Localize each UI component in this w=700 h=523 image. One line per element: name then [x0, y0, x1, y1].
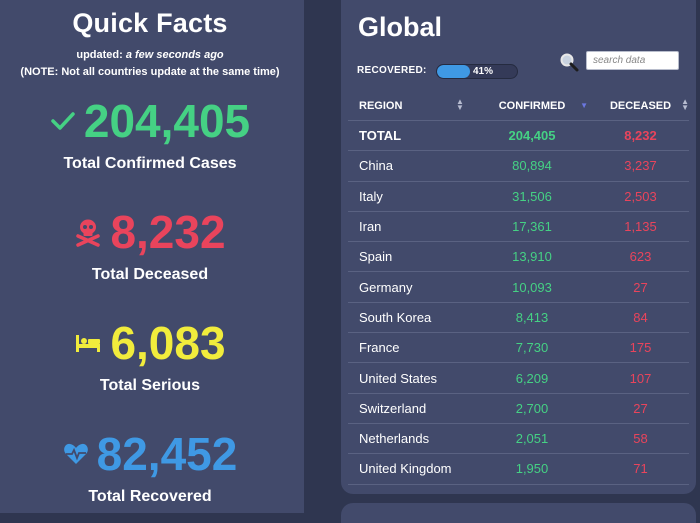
deceased-label: Total Deceased	[91, 266, 209, 283]
confirmed-label: Total Confirmed Cases	[63, 155, 237, 172]
column-header-deceased[interactable]: DECEASED ▲ ▼	[592, 92, 689, 121]
deceased-cell: 71	[592, 453, 689, 485]
region-cell: Switzerland	[348, 393, 472, 424]
region-cell: United States	[348, 362, 472, 394]
quick-facts-title: Quick Facts	[72, 8, 228, 38]
confirmed-cell: 17,361	[472, 211, 592, 243]
search-icon[interactable]	[559, 52, 579, 77]
column-header-confirmed-label: CONFIRMED	[498, 100, 566, 112]
region-cell: Iran	[348, 211, 472, 243]
serious-label: Total Serious	[99, 377, 201, 394]
deceased-cell: 3,237	[592, 150, 689, 182]
deceased-cell: 623	[592, 241, 689, 273]
panel-divider	[304, 0, 340, 513]
region-cell: Spain	[348, 241, 472, 273]
global-card: Global RECOVERED: 41% REGION ▲▼ CONFIRME…	[341, 0, 696, 494]
quick-facts-panel: Quick Facts updated: a few seconds ago (…	[0, 0, 304, 513]
deceased-count: 8,232	[110, 206, 226, 258]
confirmed-count: 204,405	[83, 95, 251, 147]
recovered-progress-label: RECOVERED:	[357, 65, 427, 76]
deceased-cell: 2,503	[592, 181, 689, 212]
table-row[interactable]: Netherlands 2,051 58	[348, 423, 689, 455]
column-header-confirmed[interactable]: CONFIRMED ▼	[472, 92, 592, 121]
stat-recovered: 82,452 Total Recovered	[0, 431, 300, 506]
region-cell: TOTAL	[348, 120, 472, 152]
deceased-cell: 1,135	[592, 211, 689, 243]
region-cell: France	[348, 332, 472, 364]
table-row[interactable]: South Korea 8,413 84	[348, 302, 689, 334]
region-cell: China	[348, 150, 472, 182]
table-row[interactable]: Spain 13,910 623	[348, 241, 689, 273]
confirmed-cell: 13,910	[472, 241, 592, 273]
deceased-cell: 175	[592, 332, 689, 364]
next-card-edge	[341, 503, 696, 523]
deceased-cell: 107	[592, 362, 689, 394]
column-header-region-label: REGION	[359, 100, 403, 112]
skull-crossbones-icon	[74, 217, 102, 247]
search-input[interactable]	[586, 51, 679, 70]
table-row[interactable]: Germany 10,093 27	[348, 271, 689, 303]
sort-arrows-icon[interactable]: ▲ ▼	[456, 97, 464, 112]
deceased-cell: 8,232	[592, 120, 689, 152]
region-cell: United Kingdom	[348, 453, 472, 485]
stat-confirmed: 204,405 Total Confirmed Cases	[0, 98, 300, 173]
confirmed-cell: 80,894	[472, 150, 592, 182]
stat-deceased: 8,232 Total Deceased	[0, 209, 300, 284]
deceased-cell: 58	[592, 423, 689, 455]
region-cell: Italy	[348, 181, 472, 212]
table-row[interactable]: Iran 17,361 1,135	[348, 211, 689, 243]
update-note: (NOTE: Not all countries update at the s…	[20, 66, 280, 78]
confirmed-cell: 8,413	[472, 302, 592, 334]
recovered-progress-fill	[437, 65, 470, 78]
confirmed-cell: 2,700	[472, 393, 592, 424]
confirmed-cell: 1,486	[472, 484, 592, 494]
region-cell: Belgium	[348, 484, 472, 494]
sort-descending-icon[interactable]: ▼	[580, 101, 588, 110]
table-row[interactable]: United States 6,209 107	[348, 362, 689, 394]
confirmed-cell: 10,093	[472, 271, 592, 303]
table-row[interactable]: United Kingdom 1,950 71	[348, 453, 689, 485]
deceased-cell: 27	[592, 393, 689, 424]
region-cell: Netherlands	[348, 423, 472, 455]
heartbeat-icon	[63, 442, 89, 466]
region-cell: Germany	[348, 271, 472, 303]
deceased-cell: 27	[592, 271, 689, 303]
confirmed-cell: 2,051	[472, 423, 592, 455]
confirmed-cell: 204,405	[472, 120, 592, 152]
updated-prefix: updated:	[76, 49, 126, 61]
confirmed-cell: 1,950	[472, 453, 592, 485]
table-row[interactable]: France 7,730 175	[348, 332, 689, 364]
column-header-deceased-label: DECEASED	[609, 100, 672, 112]
confirmed-cell: 7,730	[472, 332, 592, 364]
global-title: Global	[358, 12, 443, 42]
deceased-cell: 14	[592, 484, 689, 494]
recovered-progress-percent: 41%	[473, 66, 494, 77]
recovered-progress-bar: 41%	[436, 64, 518, 79]
updated-text: updated: a few seconds ago	[0, 49, 300, 61]
confirmed-cell: 31,506	[472, 181, 592, 212]
deceased-cell: 84	[592, 302, 689, 334]
serious-count: 6,083	[110, 317, 226, 369]
global-table: REGION ▲ ▼ CONFIRMED ▼ DECEASED ▲ ▼ TOTAL …	[348, 92, 689, 494]
confirmed-cell: 6,209	[472, 362, 592, 394]
sort-arrows-icon[interactable]: ▲ ▼	[681, 97, 689, 112]
updated-value: a few seconds ago	[125, 49, 224, 61]
checkmark-icon	[50, 110, 76, 132]
column-header-region[interactable]: REGION ▲ ▼	[348, 92, 472, 121]
recovered-label: Total Recovered	[88, 488, 212, 505]
stat-serious: 6,083 Total Serious	[0, 320, 300, 395]
table-row-total[interactable]: TOTAL 204,405 8,232	[348, 120, 689, 152]
table-row[interactable]: Italy 31,506 2,503	[348, 181, 689, 212]
table-row[interactable]: China 80,894 3,237	[348, 150, 689, 182]
table-row[interactable]: Belgium1,48614	[348, 484, 689, 494]
table-row[interactable]: Switzerland 2,700 27	[348, 393, 689, 424]
recovered-count: 82,452	[96, 428, 238, 480]
region-cell: South Korea	[348, 302, 472, 334]
hospital-bed-icon	[74, 332, 102, 354]
